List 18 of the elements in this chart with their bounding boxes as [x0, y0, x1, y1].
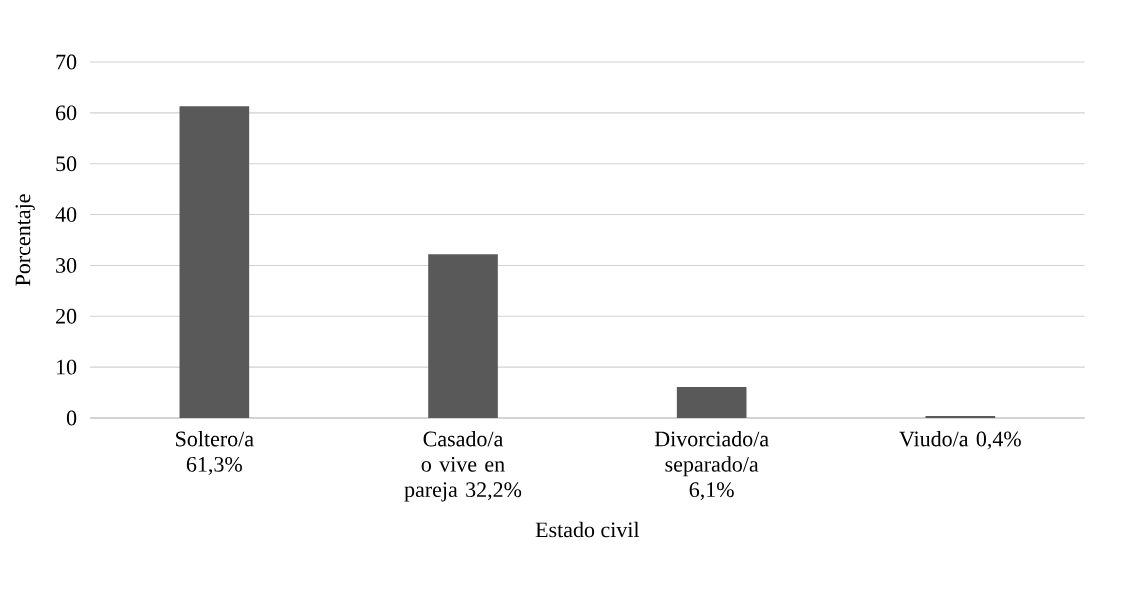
y-tick-label: 70	[56, 54, 77, 70]
bar	[428, 254, 498, 418]
bar	[925, 415, 996, 418]
y-tick-label: 0	[66, 410, 77, 426]
y-axis-title: Porcentaje	[15, 194, 35, 286]
y-tick-label: 60	[56, 105, 77, 121]
y-tick-label: 30	[56, 257, 77, 273]
x-tick-label: Casado/a o vive en pareja 32,2%	[404, 430, 522, 502]
x-tick-label: Divorciado/a separado/a 6,1%	[654, 430, 769, 501]
x-axis-title: Estado civil	[535, 521, 640, 538]
y-tick-label: 20	[56, 308, 77, 324]
y-tick-label: 50	[56, 156, 77, 172]
y-tick-label: 10	[57, 359, 77, 375]
y-tick-label: 40	[55, 207, 77, 222]
bar	[676, 386, 747, 418]
bar	[179, 106, 250, 418]
x-tick-label: Viudo/a 0,4%	[899, 430, 1021, 450]
x-tick-label: Soltero/a 61,3%	[176, 430, 254, 475]
